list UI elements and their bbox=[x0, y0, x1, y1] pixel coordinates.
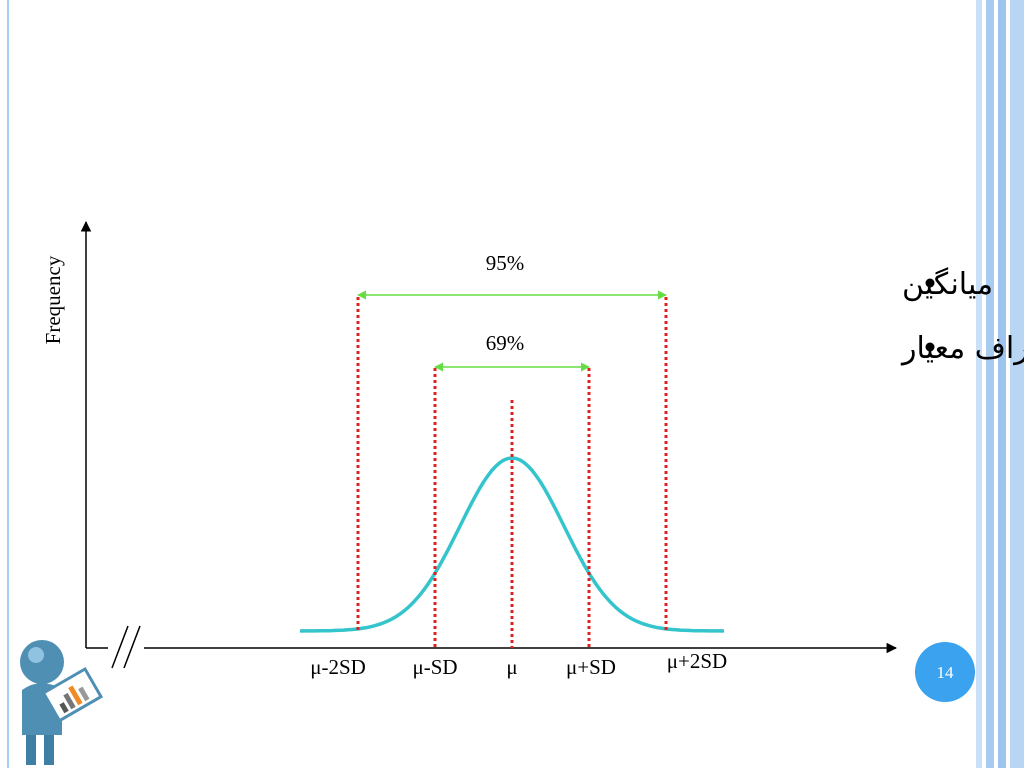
bullet-text: میانگین bbox=[902, 267, 993, 302]
interval-label: 69% bbox=[486, 331, 525, 355]
x-label: μ+2SD bbox=[667, 649, 727, 673]
axis-break-gap bbox=[108, 640, 144, 656]
page-number: 14 bbox=[937, 663, 955, 682]
figure-icon bbox=[20, 640, 104, 765]
bullet-text: انحراف معیار bbox=[900, 331, 1024, 366]
frame-stripe bbox=[1010, 0, 1024, 768]
interval-label: 95% bbox=[486, 251, 525, 275]
x-label: μ bbox=[506, 655, 517, 679]
x-label: μ-SD bbox=[412, 655, 457, 679]
frame-stripe bbox=[998, 0, 1006, 768]
axis-break bbox=[123, 625, 141, 669]
y-axis-label: Frequency bbox=[41, 255, 65, 344]
frame-stripe bbox=[976, 0, 982, 768]
x-label: μ-2SD bbox=[310, 655, 366, 679]
axis-break bbox=[111, 625, 129, 669]
bullet-dot bbox=[925, 342, 935, 352]
x-label: μ+SD bbox=[566, 655, 616, 679]
normal-curve bbox=[299, 456, 725, 633]
frame-stripe bbox=[986, 0, 994, 768]
bullet-dot bbox=[925, 278, 935, 288]
page-badge bbox=[915, 642, 975, 702]
